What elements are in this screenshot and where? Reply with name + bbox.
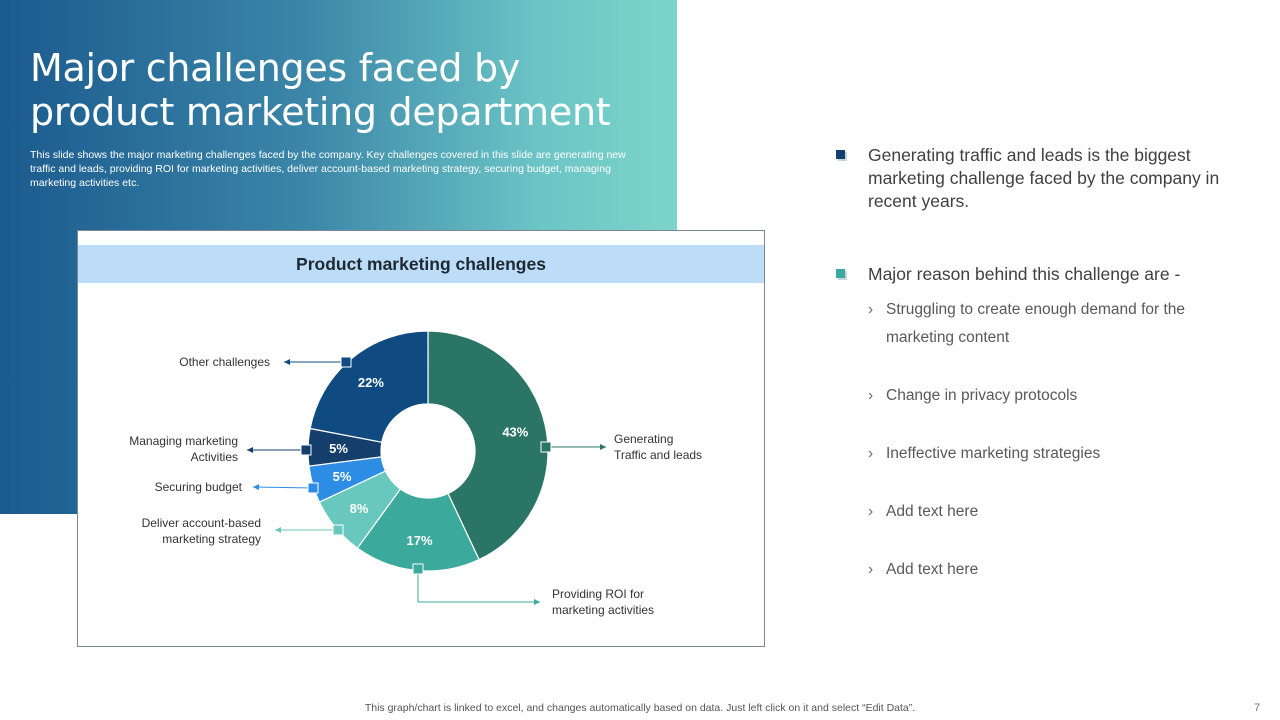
- sub-bullet-text: Add text here: [886, 503, 979, 520]
- slice-marker: [540, 441, 552, 453]
- slice-marker: [307, 482, 319, 494]
- data-label: 17%: [407, 533, 433, 548]
- category-label: Generating Traffic and leads: [614, 432, 702, 462]
- slide-subtitle: This slide shows the major marketing cha…: [30, 149, 626, 189]
- chart-title: Product marketing challenges: [78, 245, 764, 283]
- category-label: Providing ROI for marketing activities: [552, 587, 654, 617]
- page-number: 7: [1254, 702, 1261, 714]
- sub-bullet-text: Change in privacy protocols: [886, 387, 1078, 404]
- footer-note: This graph/chart is linked to excel, and…: [364, 702, 916, 714]
- slide-title: Major challenges faced by product market…: [30, 46, 611, 134]
- sub-bullet-text: Struggling to create enough demand for t…: [886, 301, 1186, 346]
- sub-bullet-item: › Add text here: [836, 498, 1256, 526]
- chevron-right-icon: ›: [868, 561, 874, 578]
- arrow-head-icon: [534, 599, 540, 605]
- category-label: Securing budget: [155, 480, 243, 494]
- donut-slice-generating-traffic-and-leads: [427, 330, 549, 561]
- sub-bullet-item: › Ineffective marketing strategies: [836, 440, 1256, 468]
- arrow-head-icon: [275, 527, 281, 533]
- sub-bullet-text: Ineffective marketing strategies: [886, 445, 1101, 462]
- data-label: 5%: [333, 469, 352, 484]
- square-bullet-icon: [836, 269, 845, 278]
- donut-chart: 43% Generating Traffic and leads 17% Providi…: [129, 330, 702, 617]
- bullet-item: Major reason behind this challenge are -: [836, 263, 1256, 286]
- data-label: 5%: [329, 441, 348, 456]
- arrow-head-icon: [247, 447, 253, 453]
- bullet-text: Generating traffic and leads is the bigg…: [868, 145, 1220, 211]
- slice-marker: [300, 444, 312, 456]
- sub-bullet-text: Add text here: [886, 561, 979, 578]
- chevron-right-icon: ›: [868, 301, 874, 318]
- slice-marker: [412, 563, 424, 575]
- sub-bullet-item: › Struggling to create enough demand for…: [836, 296, 1256, 352]
- sub-bullet-item: › Change in privacy protocols: [836, 382, 1256, 410]
- data-label: 43%: [502, 424, 528, 439]
- chevron-right-icon: ›: [868, 387, 874, 404]
- sub-bullet-list: › Struggling to create enough demand for…: [836, 296, 1256, 584]
- donut-slice-providing-roi-for-marketing-activities: [356, 488, 480, 572]
- sub-bullet-item: › Add text here: [836, 556, 1256, 584]
- square-bullet-icon: [836, 150, 845, 159]
- chart-panel: Product marketing challenges 43% Generati…: [77, 230, 765, 647]
- chevron-right-icon: ›: [868, 445, 874, 462]
- chevron-right-icon: ›: [868, 503, 874, 520]
- data-label: 8%: [350, 501, 369, 516]
- leader-line: [417, 569, 540, 603]
- category-label: Other challenges: [179, 355, 270, 369]
- leader-line: [252, 486, 314, 489]
- category-label: Managing marketing Activities: [129, 434, 238, 464]
- arrow-head-icon: [253, 484, 260, 491]
- donut-slice-other-challenges: [309, 330, 429, 443]
- bullet-text: Major reason behind this challenge are -: [868, 264, 1181, 284]
- slice-marker: [340, 356, 352, 368]
- category-label: Deliver account-based marketing strategy: [142, 516, 261, 546]
- bullet-item: Generating traffic and leads is the bigg…: [836, 144, 1256, 213]
- arrow-head-icon: [600, 444, 606, 450]
- bullet-list: Generating traffic and leads is the bigg…: [836, 144, 1256, 584]
- arrow-head-icon: [284, 359, 290, 365]
- data-label: 22%: [358, 375, 384, 390]
- slice-marker: [332, 524, 344, 536]
